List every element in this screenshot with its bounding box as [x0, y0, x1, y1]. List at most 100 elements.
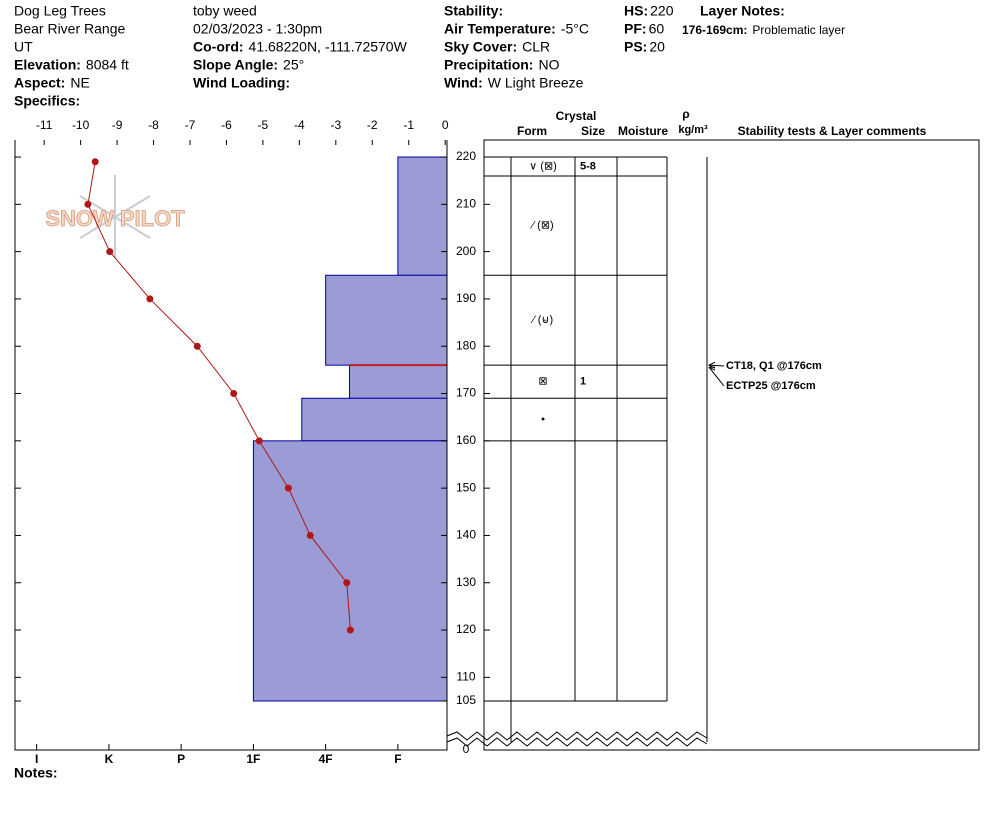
site-line: Dog Leg Trees [14, 3, 106, 19]
observer: toby weed [193, 3, 257, 19]
temperature-point [343, 579, 351, 587]
field-label: HS: [624, 3, 648, 19]
y-tick-label: 140 [456, 528, 476, 542]
field-value: 41.68220N, -111.72570W [249, 39, 408, 55]
y-tick-label: 160 [456, 433, 476, 447]
field-label: Wind Loading: [193, 75, 290, 91]
x-tick-label: -4 [294, 118, 305, 132]
field-label: Sky Cover: [444, 39, 517, 55]
logo: SNOW PILOT [45, 206, 185, 231]
hardness-layer [252, 440, 448, 702]
arrow-head [708, 366, 716, 371]
table-frame [483, 139, 980, 751]
temperature-point [284, 484, 292, 492]
hardness-tick-label: P [177, 752, 185, 766]
y-tick-label: 105 [456, 693, 476, 707]
header-rho: ρ [682, 107, 689, 121]
hardness-tick-label: I [35, 752, 38, 766]
y-tick-label: 180 [456, 338, 476, 352]
y-tick-label: 0 [463, 742, 470, 756]
temperature-point [255, 437, 263, 445]
field-value: NO [538, 57, 559, 73]
field-label: Stability: [444, 3, 503, 19]
field-label: Elevation: [14, 57, 81, 73]
hardness-layer [325, 274, 448, 366]
crystal-size: 5-8 [580, 160, 596, 172]
x-tick-label: 0 [442, 118, 449, 132]
site-line: UT [14, 39, 33, 55]
temperature-point [84, 200, 92, 208]
y-tick-label: 190 [456, 291, 476, 305]
field-value: CLR [522, 39, 550, 55]
field-value: 220 [650, 3, 674, 19]
x-tick-label: -5 [258, 118, 269, 132]
temperature-point [106, 248, 114, 256]
temperature-point [306, 531, 314, 539]
stability-test: CT18, Q1 @176cm [726, 360, 822, 372]
x-tick-label: -1 [403, 118, 414, 132]
hardness-tick-label: F [394, 752, 401, 766]
x-tick-label: -7 [185, 118, 196, 132]
plot-frame [14, 140, 448, 751]
temperature-point [193, 342, 201, 350]
x-tick-label: -6 [221, 118, 232, 132]
field-label: Wind: [444, 75, 483, 91]
y-tick-label: 210 [456, 197, 476, 211]
hardness-tick-label: 1F [246, 752, 260, 766]
field-value: 60 [649, 21, 665, 37]
site-line: Bear River Range [14, 21, 125, 37]
temperature-point [146, 295, 154, 303]
y-tick-label: 150 [456, 480, 476, 494]
hardness-layer [397, 156, 448, 276]
field-label: Specifics: [14, 93, 80, 109]
crystal-form: ⁄ (⊠) [529, 220, 553, 232]
field-value: 20 [649, 39, 665, 55]
field-label: Air Temperature: [444, 21, 556, 37]
x-tick-label: -11 [36, 118, 53, 132]
field-label: Slope Angle: [193, 57, 278, 73]
header-size: Size [581, 124, 605, 138]
temperature-point [346, 626, 354, 634]
snowflake [79, 175, 151, 258]
header-moisture: Moisture [618, 124, 668, 138]
field-value: W Light Breeze [488, 75, 584, 91]
y-tick-label: 120 [456, 622, 476, 636]
y-tick-label: 200 [456, 244, 476, 258]
y-tick-label: 170 [456, 386, 476, 400]
y-tick-label: 220 [456, 149, 476, 163]
field-value: -5°C [561, 21, 589, 37]
x-tick-label: -8 [148, 118, 159, 132]
temperature-point [230, 390, 238, 398]
crystal-form: ⊠ [538, 376, 547, 388]
field-value: Problematic layer [752, 23, 845, 37]
field-label: PS: [624, 39, 647, 55]
field-label: Aspect: [14, 75, 65, 91]
field-value: 8084 ft [86, 57, 129, 73]
header-density-unit: kg/m³ [678, 124, 708, 136]
field-label: PF: [624, 21, 647, 37]
datetime: 02/03/2023 - 1:30pm [193, 21, 322, 37]
field-label: 176-169cm: [682, 23, 747, 37]
hardness-tick-label: 4F [319, 752, 333, 766]
field-value: 25° [283, 57, 304, 73]
crystal-form: • [541, 413, 545, 425]
header-form: Form [517, 124, 547, 138]
hardness-tick-label: K [105, 752, 114, 766]
hardness-layer [348, 364, 448, 399]
x-tick-label: -2 [367, 118, 378, 132]
y-tick-label: 130 [456, 575, 476, 589]
x-tick-label: -3 [330, 118, 341, 132]
field-label: Precipitation: [444, 57, 533, 73]
zigzag-break [446, 731, 708, 747]
field-label: Co-ord: [193, 39, 244, 55]
x-tick-label: -10 [72, 118, 90, 132]
x-tick-label: -9 [112, 118, 123, 132]
temperature-point [91, 158, 99, 166]
hardness-layer [301, 397, 448, 442]
test-arrow [708, 364, 725, 367]
crystal-size: 1 [580, 376, 586, 388]
notes-label: Notes: [14, 765, 58, 781]
y-tick-label: 110 [456, 670, 475, 684]
crystal-form: ⁄ (⊌) [530, 314, 553, 326]
